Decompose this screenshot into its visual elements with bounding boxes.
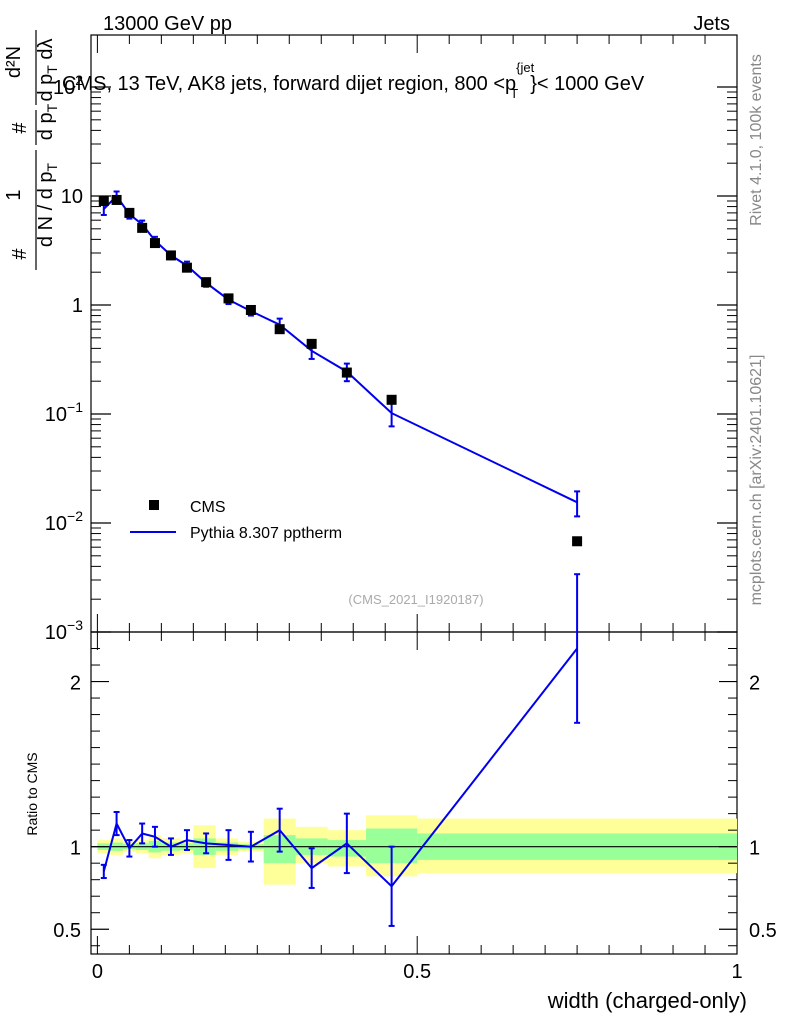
title-sup: {jet [516, 60, 534, 75]
header-right: Jets [693, 13, 730, 35]
main-ytick-label: 102 [53, 72, 83, 99]
ratio-axis-ticks: 0.5 0.5 1 1 2 2 0 0.5 1 [53, 632, 777, 983]
title-main: CMS, 13 TeV, AK8 jets, forward dijet reg… [62, 73, 516, 95]
cms-point [274, 324, 285, 335]
cms-point [165, 250, 176, 261]
cms-point [306, 338, 317, 349]
cms-point [149, 238, 160, 249]
ratio-frame [90, 631, 738, 955]
ylabel-hash: # [9, 248, 31, 260]
rivet-label: Rivet 4.1.0, 100k events [748, 54, 765, 226]
svg-text:d pT dλ: d pT dλ [35, 38, 60, 101]
cms-point [341, 367, 352, 378]
cms-point [572, 536, 583, 547]
ylabel-den2: d p [35, 112, 57, 140]
cms-point [386, 394, 397, 405]
main-frame [90, 34, 738, 633]
main-ytick-label: 10 [61, 186, 83, 208]
plot-title: CMS, 13 TeV, AK8 jets, forward dijet reg… [62, 60, 645, 101]
ylabel-den2-sub: T [44, 103, 60, 112]
cms-point [201, 277, 212, 288]
cms-point [124, 207, 135, 218]
main-plot-area [98, 190, 583, 547]
ylabel-den3-sub: T [44, 65, 60, 74]
ylabel-den3: d p [35, 74, 57, 102]
main-y-label: # 1 d N / d pT # d pT d²N d pT dλ [3, 30, 60, 270]
svg-text:CMS, 13 TeV, AK8 jets, forward: CMS, 13 TeV, AK8 jets, forward dijet reg… [62, 60, 645, 101]
ratio-ytick-label: 0.5 [53, 920, 81, 942]
ratio-plot-area [100, 573, 581, 927]
ylabel-den1: d N / d p [35, 171, 57, 247]
ratio-ytick-label-right: 2 [749, 673, 760, 695]
ratio-xtick-label: 0 [92, 961, 103, 983]
main-ytick-label: 10−1 [45, 399, 83, 426]
legend-cms-label: CMS [190, 499, 226, 516]
mc-line [103, 194, 578, 504]
cms-point [245, 304, 256, 315]
svg-text:d N / d pT: d N / d pT [35, 162, 60, 247]
main-axis-ticks: 10−3 10−2 10−1 1 10 102 [45, 35, 738, 644]
ylabel-num3: d²N [3, 46, 25, 78]
ratio-ytick-label: 1 [70, 838, 81, 860]
ylabel-den1-sub: T [44, 162, 60, 171]
title-sub: T [510, 86, 518, 101]
x-axis-label: width (charged-only) [547, 988, 747, 1013]
title-end: }< 1000 GeV [530, 73, 645, 95]
ratio-ytick-label: 2 [70, 673, 81, 695]
cms-point [98, 195, 109, 206]
legend-cms-marker [149, 500, 159, 510]
header-left: 13000 GeV pp [103, 13, 232, 35]
main-ytick-label: 1 [72, 295, 83, 317]
main-ytick-label: 10−3 [45, 617, 83, 644]
ratio-ytick-label-right: 1 [749, 838, 760, 860]
cms-point [181, 262, 192, 273]
ylabel-num1: 1 [3, 189, 25, 200]
legend-mc-label: Pythia 8.307 pptherm [190, 525, 342, 542]
cms-point [137, 222, 148, 233]
cms-point [223, 293, 234, 304]
ratio-ytick-label-right: 0.5 [749, 920, 777, 942]
ratio-xtick-label: 0.5 [403, 961, 431, 983]
main-ytick-label: 10−2 [45, 508, 83, 535]
ylabel-den3-end: dλ [35, 38, 57, 65]
analysis-id: (CMS_2021_I1920187) [348, 592, 483, 607]
cms-point [111, 194, 122, 205]
mcplots-label: mcplots.cern.ch [arXiv:2401.10621] [748, 355, 765, 606]
ylabel-num2: # [9, 122, 31, 134]
svg-text:d pT: d pT [35, 103, 60, 140]
legend: CMS Pythia 8.307 pptherm [130, 499, 342, 542]
ratio-y-label: Ratio to CMS [24, 752, 40, 835]
ratio-xtick-label: 1 [731, 961, 742, 983]
